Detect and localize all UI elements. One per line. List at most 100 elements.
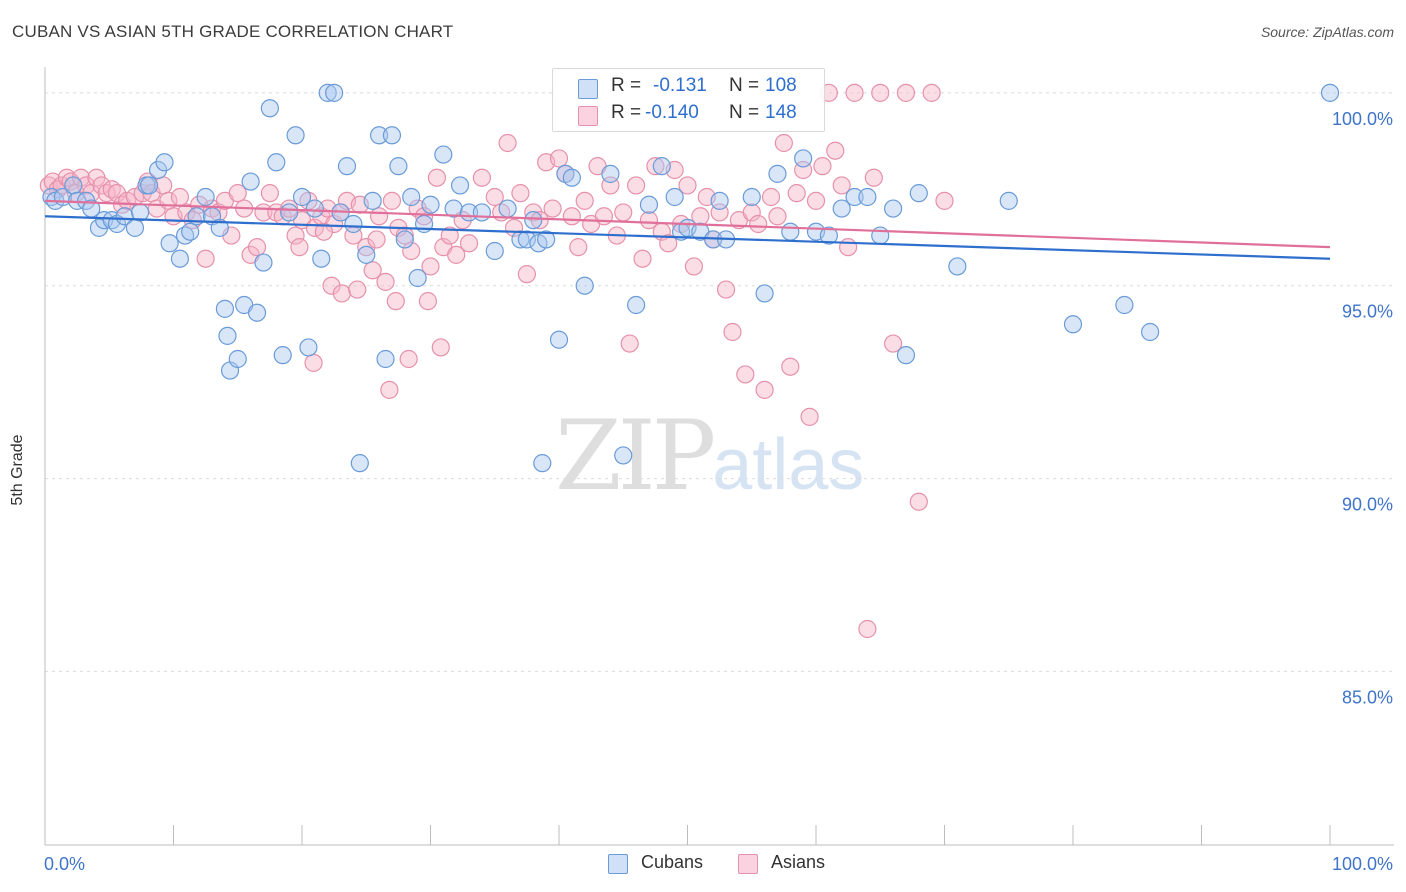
cuban-point	[210, 218, 229, 237]
asian-point	[742, 203, 761, 222]
asians-swatch	[578, 106, 598, 126]
asian-point	[459, 234, 479, 253]
cuban-point	[533, 454, 552, 473]
asian-point	[562, 207, 581, 226]
asian-point	[290, 238, 309, 257]
stats-row-asians: R = -0.140 N = 148	[553, 102, 824, 128]
asian-point	[736, 365, 755, 384]
asian-point	[633, 249, 652, 268]
asian-point	[646, 157, 665, 176]
asian-point	[530, 211, 549, 230]
asian-point	[626, 176, 646, 195]
cuban-point	[299, 338, 318, 357]
cuban-point	[819, 226, 838, 245]
cuban-point	[273, 346, 292, 365]
cuban-point	[312, 249, 331, 268]
cuban-point	[181, 222, 200, 241]
asian-point	[806, 191, 826, 210]
cuban-point	[575, 276, 594, 295]
watermark-zip: ZIP	[555, 400, 716, 512]
asian-point	[755, 380, 774, 399]
asian-point	[431, 338, 450, 357]
cuban-point	[64, 176, 83, 195]
cuban-point	[781, 222, 800, 241]
asian-point	[196, 249, 215, 268]
cubans-legend-swatch	[608, 854, 628, 874]
asian-point	[749, 214, 768, 234]
cuban-point	[125, 218, 145, 237]
asian-point	[723, 322, 742, 342]
r-value: -0.131	[653, 75, 707, 96]
asian-point	[774, 133, 793, 153]
cuban-point	[883, 199, 903, 218]
cuban-point	[305, 199, 324, 218]
asian-point	[485, 187, 504, 207]
cuban-point	[395, 230, 414, 249]
asian-point	[896, 83, 916, 102]
cuban-point	[549, 330, 569, 349]
x-tick-label: 100.0%	[1332, 854, 1393, 874]
asian-point	[684, 257, 704, 276]
asian-point	[883, 334, 903, 353]
cuban-point	[292, 187, 312, 207]
cuban-point	[472, 203, 491, 222]
cuban-point	[196, 187, 215, 207]
cuban-point	[421, 195, 440, 214]
cuban-point	[160, 234, 179, 253]
watermark-atlas: atlas	[712, 425, 865, 505]
cuban-point	[871, 226, 890, 245]
asian-point	[427, 168, 447, 187]
asian-point	[517, 265, 536, 284]
asian-point	[826, 141, 845, 160]
asian-point	[620, 334, 639, 353]
asian-point	[511, 184, 530, 203]
asian-point	[332, 284, 351, 303]
cubans-swatch	[578, 79, 598, 99]
cuban-point	[794, 149, 813, 168]
cuban-point	[562, 168, 581, 187]
asian-point	[399, 349, 418, 369]
cuban-point	[376, 349, 395, 369]
cuban-point	[845, 187, 864, 207]
asian-point	[800, 407, 819, 426]
y-tick-label: 100.0%	[1332, 109, 1393, 129]
asian-point	[314, 222, 333, 241]
cuban-point	[247, 303, 267, 322]
cuban-point	[408, 268, 427, 288]
asian-point	[414, 207, 434, 226]
cuban-point	[357, 245, 376, 264]
asian-point	[472, 168, 491, 187]
cuban-point	[370, 126, 389, 145]
asian-point	[286, 226, 305, 245]
asian-point	[864, 168, 883, 187]
stats-row-cubans: R = -0.131 N = 108	[553, 75, 824, 101]
cuban-point	[215, 299, 234, 318]
stats-legend: R = -0.131 N = 108 R = -0.140 N = 148	[552, 68, 825, 132]
cuban-point	[948, 257, 967, 276]
asian-trend-line	[44, 199, 1331, 249]
asian-point	[386, 292, 405, 311]
cuban-point	[280, 203, 299, 222]
asian-point	[761, 187, 781, 207]
cuban-point	[999, 191, 1018, 210]
cuban-point	[896, 346, 916, 365]
cuban-point	[350, 454, 369, 473]
cuban-point	[614, 446, 633, 465]
watermark: ZIPatlas	[555, 400, 864, 512]
asian-point	[781, 357, 800, 376]
cuban-point	[517, 230, 536, 249]
asian-point	[787, 184, 806, 203]
source-label: Source: ZipAtlas.com	[1260, 24, 1394, 40]
cuban-point	[485, 241, 504, 261]
cuban-point	[1115, 295, 1134, 315]
asian-point	[498, 133, 517, 153]
asian-point	[935, 191, 954, 210]
cuban-point	[755, 284, 774, 303]
r-value: -0.140	[645, 102, 699, 123]
n-value: 108	[765, 75, 797, 96]
asian-point	[639, 211, 659, 230]
asian-point	[247, 238, 267, 257]
chart-title: CUBAN VS ASIAN 5TH GRADE CORRELATION CHA…	[12, 22, 454, 41]
y-tick-label: 90.0%	[1342, 495, 1393, 515]
